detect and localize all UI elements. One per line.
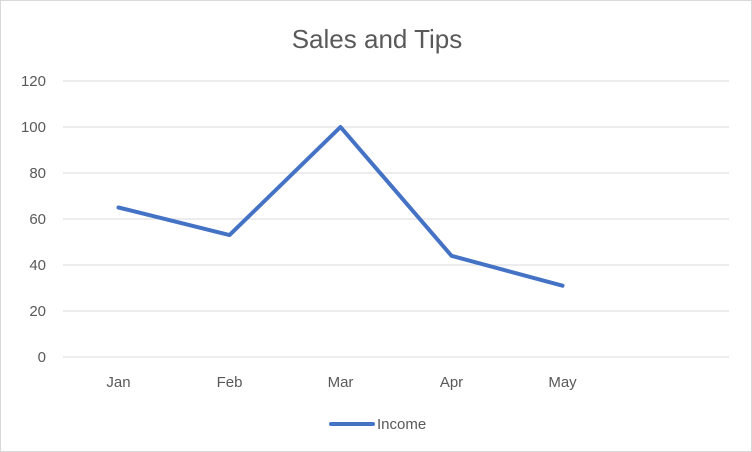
x-tick-label: Mar: [328, 374, 354, 391]
x-tick-label: Feb: [217, 374, 243, 391]
x-tick-label: Apr: [440, 374, 463, 391]
x-tick-label: Jan: [106, 374, 130, 391]
y-tick-label: 20: [29, 303, 46, 320]
y-tick-label: 80: [29, 165, 46, 182]
y-tick-label: 40: [29, 257, 46, 274]
y-axis-tick-labels: 0 20 40 60 80 100 120: [21, 73, 46, 366]
x-tick-label: May: [548, 374, 577, 391]
chart-title: Sales and Tips: [292, 24, 463, 54]
legend-label-income: Income: [377, 416, 426, 433]
y-tick-label: 60: [29, 211, 46, 228]
x-axis-tick-labels: Jan Feb Mar Apr May: [106, 374, 577, 391]
y-tick-label: 120: [21, 73, 46, 90]
legend: Income: [331, 416, 426, 433]
y-tick-label: 100: [21, 119, 46, 136]
series-line-income: [119, 127, 563, 286]
series-lines: [119, 127, 563, 286]
y-tick-label: 0: [38, 349, 46, 366]
